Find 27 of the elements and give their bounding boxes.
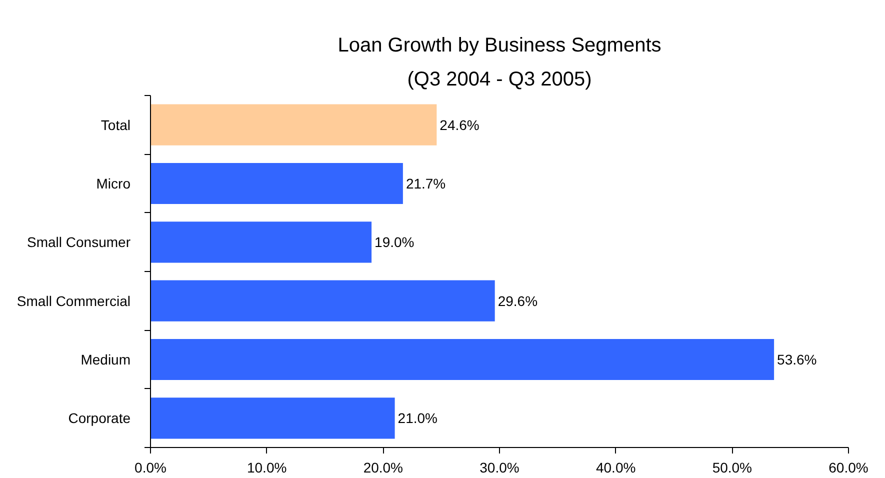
bar	[150, 338, 774, 380]
data-label: 53.6%	[777, 352, 817, 368]
bar	[150, 280, 495, 322]
y-tick-label: Medium	[80, 352, 131, 368]
chart-title: Loan Growth by Business Segments	[338, 34, 662, 56]
x-tick-label: 20.0%	[363, 460, 404, 476]
data-label: 24.6%	[440, 116, 480, 133]
x-tick-label: 60.0%	[828, 460, 868, 476]
bar	[150, 162, 403, 204]
x-tick-label: 0.0%	[134, 460, 166, 476]
bar	[150, 398, 395, 439]
data-label: 19.0%	[374, 234, 414, 250]
bar	[150, 104, 437, 146]
chart-subtitle: (Q3 2004 - Q3 2005)	[407, 68, 592, 90]
y-tick-label: Total	[100, 116, 131, 133]
data-label: 21.0%	[398, 410, 438, 426]
y-tick-label: Small Commercial	[16, 292, 131, 309]
bar	[150, 222, 372, 263]
x-tick-label: 50.0%	[712, 460, 752, 476]
x-tick-label: 10.0%	[246, 460, 287, 476]
y-tick-label: Small Consumer	[27, 234, 131, 250]
data-label: 21.7%	[406, 176, 446, 192]
y-tick-label: Micro	[96, 176, 131, 192]
x-tick-label: 40.0%	[596, 460, 636, 476]
x-tick-label: 30.0%	[480, 460, 520, 476]
y-tick-label: Corporate	[68, 410, 131, 426]
data-label: 29.6%	[498, 292, 538, 309]
